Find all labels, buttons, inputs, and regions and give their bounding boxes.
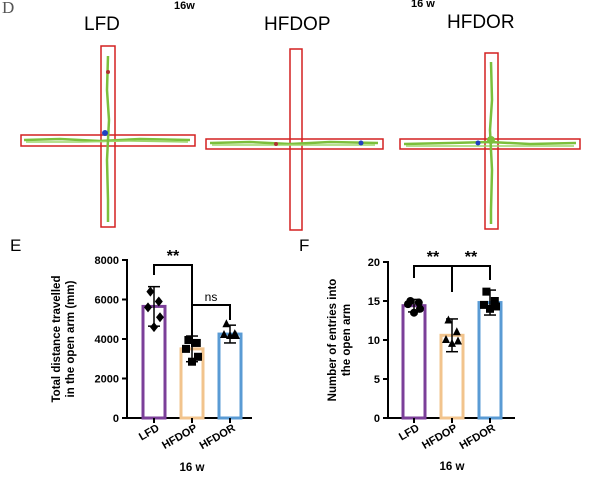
- data-point: [416, 304, 424, 313]
- maze-hfdop-dot-blue: [358, 140, 364, 146]
- panel-letter-e: E: [10, 236, 22, 255]
- data-point: [482, 287, 491, 296]
- data-point: [188, 357, 196, 366]
- data-point: [454, 336, 462, 345]
- maze-lfd-track-h2: [26, 140, 189, 143]
- y-tick-label: 20: [368, 257, 380, 269]
- data-point: [154, 296, 163, 307]
- x-tick-label: LFD: [397, 422, 422, 443]
- maze-hfdop-track-h: [209, 140, 379, 146]
- y-axis-label: Number of entries into the open arm: [327, 279, 353, 402]
- duration-label-2: 16 w: [411, 0, 435, 10]
- x-tick-label: HFDOP: [420, 422, 459, 452]
- maze-hfdop-vertical-arm: [289, 48, 303, 231]
- chart-e: 0 2000 4000 6000 8000 Total distance travelle…: [51, 248, 252, 474]
- data-point: [410, 308, 418, 317]
- maze-lfd-track-v: [105, 55, 111, 222]
- y-tick-label: 5: [374, 374, 380, 386]
- data-point: [194, 352, 202, 361]
- data-point: [480, 300, 488, 309]
- maze-lfd-vertical-arm: [100, 45, 116, 228]
- panel-letter-f: F: [299, 236, 310, 255]
- data-point: [452, 327, 461, 336]
- maze-hfdor-track-v: [488, 61, 494, 224]
- data-point: [486, 304, 494, 313]
- maze-title-lfd: LFD: [84, 14, 120, 35]
- data-point: [492, 302, 500, 311]
- x-axis-label: 16 w: [180, 462, 205, 474]
- significance-bracket: [191, 304, 231, 347]
- maze-title-hfdop: HFDOP: [264, 14, 331, 35]
- data-point: [182, 344, 190, 353]
- data-point: [404, 300, 412, 309]
- data-point: [220, 330, 228, 339]
- significance-label: ns: [205, 290, 218, 304]
- y-tick-label: 4000: [95, 334, 119, 346]
- x-tick-label: HFDOR: [458, 422, 498, 452]
- x-tick-label: LFD: [137, 422, 162, 443]
- maze-hfdor-center: [487, 136, 495, 144]
- y-axis-label: Total distance travelled in the open arm …: [51, 276, 77, 403]
- y-tick-label: 6000: [95, 295, 119, 307]
- data-point: [156, 312, 164, 323]
- significance-label: **: [427, 249, 440, 266]
- maze-hfdor-dot-blue: [475, 140, 481, 146]
- x-tick-label: HFDOP: [160, 422, 199, 452]
- data-point: [144, 302, 152, 313]
- panel-letter-d: D: [2, 0, 15, 17]
- data-point: [444, 315, 453, 324]
- x-axis-label: 16 w: [440, 461, 465, 473]
- data-point: [184, 335, 193, 344]
- y-tick-label: 0: [113, 413, 119, 425]
- data-point: [442, 335, 450, 343]
- y-tick-label: 10: [368, 335, 380, 347]
- chart-f: 0 5 10 15 20 Number of entries into the open a…: [327, 249, 515, 473]
- y-tick-label: 8000: [95, 255, 119, 267]
- bar-lfd: [401, 304, 427, 420]
- duration-label-1: 16w: [174, 0, 195, 12]
- maze-hfdop: [205, 48, 384, 231]
- bar-hfdor: [217, 332, 243, 420]
- data-point: [490, 297, 499, 305]
- maze-lfd-center-dot: [102, 130, 108, 136]
- x-tick-label: HFDOR: [198, 422, 238, 452]
- data-point: [222, 319, 231, 328]
- bar-hfdor: [477, 301, 503, 420]
- data-point: [146, 286, 155, 297]
- significance-label: **: [167, 248, 180, 265]
- maze-lfd: [20, 45, 196, 228]
- data-point: [232, 331, 240, 340]
- y-tick-label: 15: [368, 296, 380, 308]
- significance-label: **: [465, 249, 478, 266]
- y-tick-label: 2000: [95, 374, 119, 386]
- significance-bracket: [451, 265, 491, 292]
- data-point: [414, 298, 423, 307]
- data-point: [448, 338, 456, 347]
- y-tick-label: 0: [374, 413, 380, 425]
- maze-hfdor: [399, 52, 581, 230]
- maze-title-hfdor: HFDOR: [447, 12, 515, 33]
- data-point: [226, 331, 234, 340]
- data-point: [192, 338, 201, 347]
- significance-bracket: [413, 265, 453, 292]
- maze-lfd-dot-red: [106, 70, 110, 74]
- maze-hfdop-dot-red: [274, 142, 278, 146]
- data-point: [150, 322, 158, 333]
- maze-hfdop-horizontal-arm: [205, 138, 384, 150]
